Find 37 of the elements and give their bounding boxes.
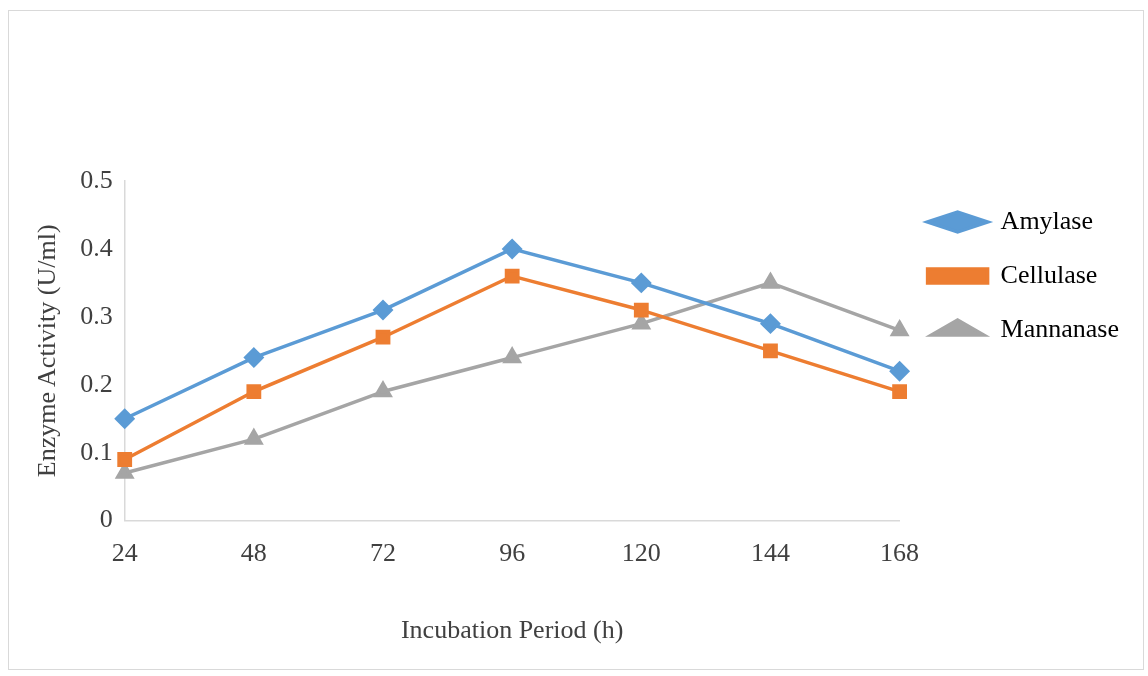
- point: [892, 384, 908, 399]
- x-tick-label: 48: [240, 538, 267, 568]
- x-tick-label: 168: [880, 538, 920, 568]
- y-tick-label: 0.2: [80, 368, 113, 398]
- point: [246, 384, 262, 399]
- legend-label: Mannanase: [1000, 313, 1120, 343]
- point: [244, 347, 264, 368]
- point: [631, 273, 652, 293]
- point: [245, 429, 263, 445]
- x-tick-label: 120: [621, 538, 661, 568]
- x-tick-label: 24: [111, 538, 138, 568]
- x-tick-label: 96: [499, 538, 526, 568]
- point: [117, 452, 133, 467]
- x-tick-label: 72: [370, 538, 396, 568]
- point: [761, 273, 780, 289]
- point: [890, 320, 909, 337]
- point: [375, 329, 391, 345]
- point: [504, 268, 520, 284]
- legend-label: Amylase: [1000, 205, 1094, 235]
- point: [633, 302, 649, 318]
- point: [760, 313, 781, 334]
- x-tick-label: 144: [750, 538, 790, 568]
- point: [114, 408, 135, 429]
- y-tick-label: 0.5: [80, 164, 113, 194]
- legend-label: Cellulase: [1000, 259, 1098, 289]
- point: [889, 361, 910, 381]
- y-axis-title: Enzyme Activity (U/ml): [32, 224, 62, 478]
- point: [503, 347, 521, 364]
- point: [373, 300, 393, 320]
- point: [763, 343, 778, 359]
- y-tick-label: 0.4: [80, 232, 113, 262]
- point: [374, 381, 392, 398]
- y-tick-label: 0.3: [80, 300, 113, 330]
- point: [502, 239, 522, 259]
- y-tick-label: 0: [99, 504, 113, 534]
- y-tick-label: 0.1: [80, 436, 113, 466]
- x-axis-title: Incubation Period (h): [400, 615, 624, 645]
